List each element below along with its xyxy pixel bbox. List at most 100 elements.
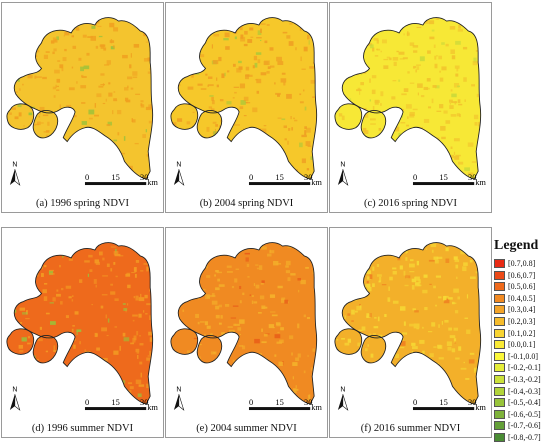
panel-caption: (f) 2016 summer NDVI [360,423,461,434]
map-panel: N 0 15 30 km (c) 2016 spring NDVI [329,2,492,213]
legend-item: [-0.3,-0.2] [494,374,550,385]
north-arrow-icon: N [9,161,21,186]
legend-swatch [494,293,505,303]
map-panel: N 0 15 30 km (b) 2004 spring NDVI [165,2,328,213]
scale-unit: km [147,403,158,412]
legend-swatch [494,340,505,350]
panel-caption: (d) 1996 summer NDVI [31,423,134,434]
scale-tick-label: 0 [249,173,253,182]
legend-label: [0.5,0.6] [508,282,536,292]
north-arrow-icon: N [337,161,349,186]
legend-swatch [494,409,505,419]
legend-swatch [494,386,505,396]
map-panel: N 0 15 30 km (f) 2016 summer NDVI [329,227,492,438]
scale-tick-label: 30 [304,173,312,182]
map-panel: N 0 15 30 km (e) 2004 summer NDVI [165,227,328,438]
ndvi-region [6,242,153,405]
scale-tick-label: 15 [111,398,119,407]
legend-item: [-0.6,-0.5] [494,409,550,420]
legend-label: [-0.5,-0.4] [508,398,541,408]
scale-unit: km [475,178,486,187]
ndvi-region [170,242,317,405]
north-arrow-icon: N [173,386,185,411]
map-panel: N 0 15 30 km (a) 1996 spring NDVI [1,2,164,213]
legend-swatch [494,270,505,280]
legend-item: [0.3,0.4] [494,304,550,315]
legend-label: [0.4,0.5] [508,293,536,303]
legend-swatch [494,433,505,442]
scale-tick-label: 30 [140,398,148,407]
scale-tick-label: 30 [468,173,476,182]
panel-caption: (e) 2004 summer NDVI [196,423,297,434]
north-arrow-icon: N [337,386,349,411]
north-label: N [176,161,181,168]
legend-item: [-0.5,-0.4] [494,397,550,408]
legend-item: [0.1,0.2] [494,328,550,339]
ndvi-region [334,242,481,405]
north-label: N [176,386,181,393]
north-label: N [12,161,17,168]
north-arrow-icon: N [9,386,21,411]
legend-item: [0.0,0.1] [494,339,550,350]
legend-label: [-0.2,-0.1] [508,363,541,373]
scale-tick-label: 15 [439,398,447,407]
legend-label: [-0.7,-0.6] [508,421,541,431]
legend-swatch [494,305,505,315]
legend-item: [0.4,0.5] [494,293,550,304]
ndvi-region [6,17,153,180]
legend-title: Legend [494,238,539,253]
legend-label: [-0.3,-0.2] [508,375,541,384]
scale-unit: km [475,403,486,412]
scale-tick-label: 30 [304,398,312,407]
legend-swatch [494,375,505,384]
legend-label: [0.7,0.8] [508,259,536,268]
legend-item: [-0.2,-0.1] [494,362,550,373]
legend-swatch [494,282,505,292]
north-label: N [12,386,17,393]
legend-swatch [494,421,505,431]
legend-swatch [494,259,505,268]
scale-tick-label: 15 [439,173,447,182]
legend-item: [-0.1,0.0] [494,351,550,362]
scale-tick-label: 0 [85,173,89,182]
map-panel: N 0 15 30 km (d) 1996 summer NDVI [1,227,164,438]
legend-label: [0.1,0.2] [508,328,536,338]
panel-caption: (b) 2004 spring NDVI [199,198,294,209]
legend-item: [0.2,0.3] [494,316,550,327]
legend-item: [-0.7,-0.6] [494,420,550,431]
north-label: N [340,386,345,393]
scale-tick-label: 0 [413,173,417,182]
legend-item: [0.6,0.7] [494,270,550,281]
scale-tick-label: 15 [275,173,283,182]
scale-tick-label: 30 [140,173,148,182]
legend-label: [0.3,0.4] [508,305,536,315]
north-arrow-icon: N [173,161,185,186]
ndvi-region [170,17,317,180]
legend-label: [-0.6,-0.5] [508,409,541,419]
legend-item: [-0.8,-0.7] [494,432,550,443]
scale-tick-label: 30 [468,398,476,407]
scale-tick-label: 0 [413,398,417,407]
legend-label: [-0.8,-0.7] [508,433,541,442]
legend-swatch [494,363,505,373]
legend-swatch [494,351,505,361]
legend-item: [-0.4,-0.3] [494,386,550,397]
legend-item: [0.7,0.8] [494,258,550,269]
legend: Legend [0.7,0.8] [0.6,0.7] [0.5,0.6] [0.4,0… [494,238,550,445]
legend-label: [-0.4,-0.3] [508,386,541,396]
legend-swatch [494,317,505,326]
legend-swatch [494,328,505,338]
scale-tick-label: 15 [275,398,283,407]
panel-caption: (a) 1996 spring NDVI [35,198,130,209]
